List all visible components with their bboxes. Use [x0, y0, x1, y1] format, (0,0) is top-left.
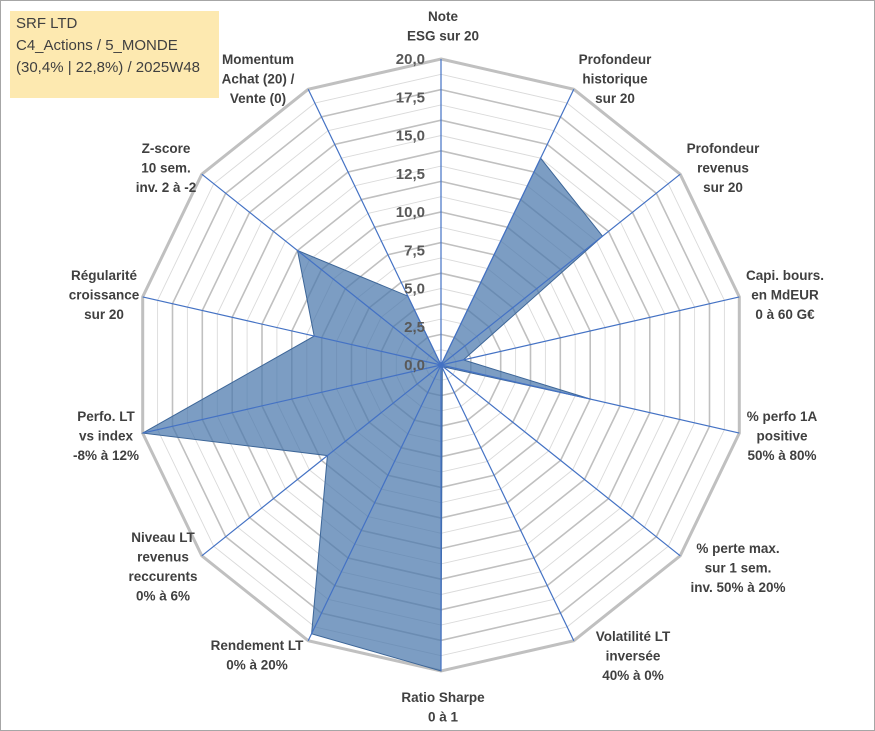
category-label-1: Note ESG sur 20 [407, 9, 479, 44]
tick-label: 5,0 [404, 281, 425, 298]
tick-label: 12,5 [396, 166, 425, 183]
axis-spoke-7 [440, 364, 575, 641]
axis-spoke-11 [142, 364, 442, 434]
category-label-5: % perfo 1A positive 50% à 80% [747, 409, 818, 463]
axis-spoke-4 [440, 296, 740, 366]
axis-spoke-12 [142, 296, 442, 366]
category-label-10: Niveau LT revenus reccurents 0% à 6% [128, 530, 197, 604]
tick-label: 10,0 [396, 204, 425, 221]
axis-spoke-3 [440, 173, 681, 366]
spoke-layer [142, 59, 740, 671]
category-label-11: Perfo. LT vs index -8% à 12% [73, 409, 139, 463]
tick-label: 20,0 [396, 51, 425, 68]
axis-spoke-13 [201, 173, 442, 366]
tick-label: 0,0 [404, 357, 425, 374]
axis-spoke-9 [307, 364, 442, 641]
axis-spoke-5 [440, 364, 740, 434]
category-labels: Note ESG sur 20 Profondeur historique sur 20… [69, 9, 824, 725]
axis-spoke-2 [440, 89, 575, 366]
tick-label: 7,5 [404, 242, 425, 259]
chart-title-box: SRF LTD C4_Actions / 5_MONDE (30,4% | 22… [10, 11, 219, 98]
category-label-7: Volatilité LT inversée 40% à 0% [596, 629, 671, 683]
axis-spoke-14 [307, 89, 442, 366]
category-label-4: Capi. bours. en MdEUR 0 à 60 G€ [746, 268, 824, 322]
title-line-3: (30,4% | 22,8%) / 2025W48 [16, 59, 200, 76]
category-label-6: % perte max. sur 1 sem. inv. 50% à 20% [690, 541, 785, 595]
tick-label: 15,0 [396, 128, 425, 145]
category-label-14: Momentum Achat (20) / Vente (0) [222, 52, 295, 106]
series-layer [141, 157, 604, 672]
tick-label: 17,5 [396, 89, 425, 106]
category-label-13: Z-score 10 sem. inv. 2 à -2 [136, 141, 197, 195]
category-label-8: Ratio Sharpe 0 à 1 [401, 690, 485, 725]
category-label-12: Régularité croissance sur 20 [69, 268, 140, 322]
category-label-2: Profondeur historique sur 20 [579, 52, 652, 106]
title-line-2: C4_Actions / 5_MONDE [16, 37, 178, 54]
tick-labels: 0,0 2,5 5,0 7,5 10,0 12,5 15,0 17,5 20,0 [396, 51, 425, 374]
axis-spoke-10 [201, 364, 442, 557]
axis-spoke-6 [440, 364, 681, 557]
category-label-9: Rendement LT 0% à 20% [211, 638, 305, 673]
category-label-3: Profondeur revenus sur 20 [687, 141, 760, 195]
title-line-1: SRF LTD [16, 15, 78, 32]
tick-label: 2,5 [404, 319, 425, 336]
series-area [141, 157, 604, 672]
